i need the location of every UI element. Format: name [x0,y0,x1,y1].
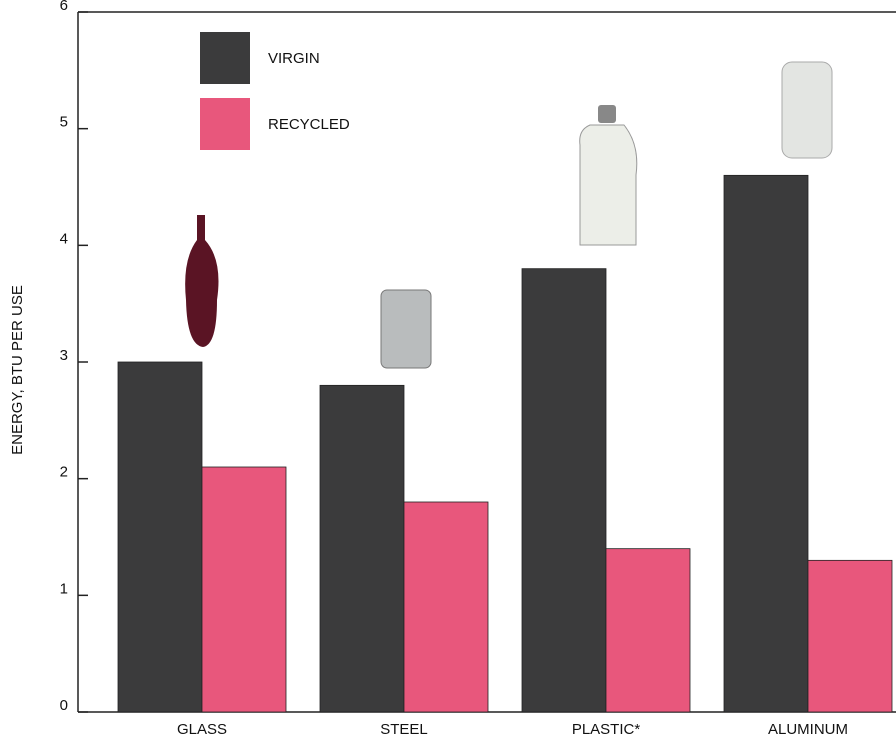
y-tick-label: 0 [60,697,68,714]
x-tick-label: STEEL [380,721,428,738]
bar [201,466,287,713]
y-axis-label: ENERGY, BTU PER USE [9,285,26,455]
legend-label: RECYCLED [268,116,350,133]
y-tick-label: 4 [60,230,68,247]
y-tick-label: 2 [60,464,68,481]
bar [521,268,607,713]
legend-swatch [200,98,250,150]
bar [723,174,809,713]
x-tick-label: PLASTIC* [572,721,641,738]
bar [605,548,691,713]
legend-label: VIRGIN [268,50,320,67]
y-tick-label: 3 [60,347,68,364]
icons [185,61,833,369]
bar [403,501,489,713]
y-tick-label: 6 [60,0,68,14]
bar [117,361,203,713]
bar [319,384,405,713]
x-tick-label: GLASS [177,721,227,738]
legend-swatch [200,32,250,84]
bar [807,559,893,713]
x-tick-label: ALUMINUM [768,721,848,738]
y-tick-label: 1 [60,580,68,597]
y-tick-label: 5 [60,114,68,131]
